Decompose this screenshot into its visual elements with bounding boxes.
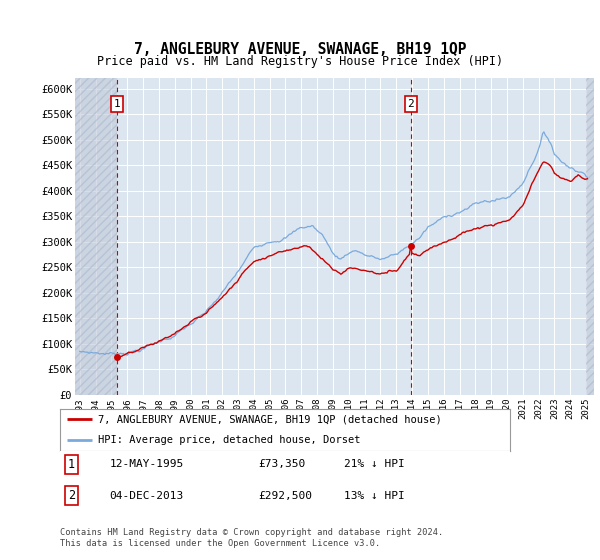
Text: 12-MAY-1995: 12-MAY-1995 — [110, 459, 184, 469]
Text: £73,350: £73,350 — [258, 459, 305, 469]
Text: 7, ANGLEBURY AVENUE, SWANAGE, BH19 1QP: 7, ANGLEBURY AVENUE, SWANAGE, BH19 1QP — [134, 42, 466, 57]
Text: 1: 1 — [68, 458, 75, 471]
Text: £292,500: £292,500 — [258, 491, 312, 501]
Text: 21% ↓ HPI: 21% ↓ HPI — [343, 459, 404, 469]
Bar — [586, 78, 594, 395]
Text: 04-DEC-2013: 04-DEC-2013 — [110, 491, 184, 501]
Text: 1: 1 — [114, 99, 121, 109]
Text: HPI: Average price, detached house, Dorset: HPI: Average price, detached house, Dors… — [98, 435, 361, 445]
Text: 2: 2 — [407, 99, 414, 109]
Text: 2: 2 — [68, 489, 75, 502]
Text: Contains HM Land Registry data © Crown copyright and database right 2024.
This d: Contains HM Land Registry data © Crown c… — [60, 528, 443, 548]
Text: 13% ↓ HPI: 13% ↓ HPI — [343, 491, 404, 501]
Text: Price paid vs. HM Land Registry's House Price Index (HPI): Price paid vs. HM Land Registry's House … — [97, 55, 503, 68]
Bar — [75, 78, 117, 395]
Text: 7, ANGLEBURY AVENUE, SWANAGE, BH19 1QP (detached house): 7, ANGLEBURY AVENUE, SWANAGE, BH19 1QP (… — [98, 414, 442, 424]
